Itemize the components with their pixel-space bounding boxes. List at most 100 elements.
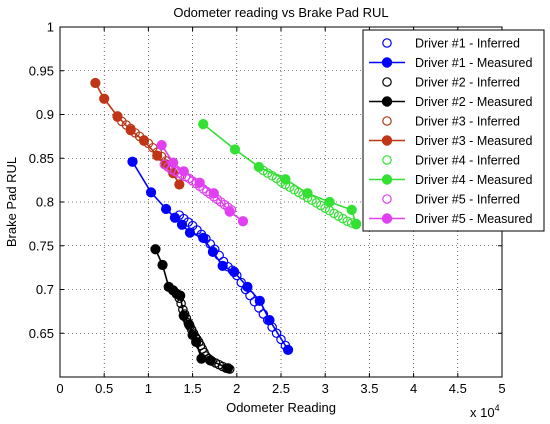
data-point	[302, 188, 313, 199]
data-point	[208, 188, 219, 199]
x-tick-label: 0	[56, 381, 63, 396]
legend-label: Driver #1 - Measured	[415, 56, 532, 70]
y-tick-label: 0.85	[29, 151, 54, 166]
x-axis-exponent-base: x 10	[470, 405, 495, 420]
y-tick-label: 0.95	[29, 63, 54, 78]
series-driver-1-measured	[127, 156, 294, 355]
data-point	[276, 334, 286, 345]
data-point	[242, 281, 253, 292]
data-point	[175, 290, 186, 301]
data-point	[191, 336, 202, 348]
data-point	[99, 93, 110, 104]
legend-label: Driver #3 - Inferred	[415, 115, 520, 129]
data-point	[156, 140, 167, 151]
data-point	[253, 161, 264, 173]
y-tick-label: 1	[47, 20, 54, 35]
y-tick-label: 0.8	[36, 195, 54, 210]
legend-label: Driver #5 - Inferred	[415, 193, 520, 207]
data-point	[205, 355, 216, 366]
legend-label: Driver #2 - Inferred	[415, 76, 520, 90]
legend: Driver #1 - Inferred Driver #1 - Measured…	[362, 29, 545, 232]
data-point	[264, 315, 275, 326]
legend-box	[362, 29, 545, 232]
legend-label: Driver #5 - Measured	[415, 212, 532, 226]
data-point	[176, 219, 188, 230]
x-tick-label: 2.5	[272, 381, 290, 396]
legend-item-driver-3-measured: Driver #3 - Measured	[369, 134, 532, 148]
legend-marker	[382, 38, 392, 48]
legend-label: Driver #3 - Measured	[415, 134, 532, 148]
legend-label: Driver #1 - Inferred	[415, 37, 520, 51]
data-point	[324, 196, 335, 208]
data-point	[90, 77, 101, 89]
y-tick-label: 0.9	[36, 107, 54, 122]
data-point	[184, 227, 196, 238]
x-tick-label: 2	[233, 381, 240, 396]
legend-item-driver-2-measured: Driver #2 - Measured	[369, 95, 532, 109]
data-point	[207, 246, 219, 257]
legend-item-driver-5-measured: Driver #5 - Measured	[369, 212, 532, 226]
series-driver-5-measured	[156, 140, 249, 227]
x-axis-exponent-power: 4	[495, 403, 500, 413]
series-driver-4-measured	[198, 119, 362, 229]
legend-label: Driver #4 - Inferred	[415, 154, 520, 168]
data-point	[183, 319, 195, 330]
data-point	[168, 157, 179, 168]
data-point	[196, 353, 207, 364]
legend-item-driver-1-inferred: Driver #1 - Inferred	[382, 37, 520, 51]
ticks: 0 0.5 1 1.5 2 2.5 3 3.5 4 4.5 5 0.65 0.7 0.75 0.8 0.85 0…	[29, 20, 506, 397]
data-point	[194, 177, 205, 188]
data-point	[112, 111, 123, 122]
data-point	[258, 309, 269, 319]
data-point	[169, 212, 181, 223]
data-point	[138, 135, 150, 146]
legend-marker	[382, 194, 392, 204]
data-point	[198, 119, 209, 130]
data-point	[152, 150, 163, 161]
y-axis-label: Brake Pad RUL	[4, 157, 19, 247]
legend-marker	[382, 155, 392, 165]
series-driver-2-measured	[150, 244, 234, 374]
legend-item-driver-4-inferred: Driver #4 - Inferred	[382, 154, 520, 168]
legend-item-driver-2-inferred: Driver #2 - Inferred	[382, 76, 520, 90]
legend-item-driver-1-measured: Driver #1 - Measured	[369, 56, 532, 70]
x-tick-label: 4.5	[449, 381, 467, 396]
x-tick-label: 4	[410, 381, 417, 396]
data-point	[229, 266, 240, 278]
chart-title: Odometer reading vs Brake Pad RUL	[173, 5, 388, 20]
data-point	[217, 260, 228, 271]
data-point	[222, 363, 234, 374]
data-point	[271, 328, 282, 339]
data-point	[174, 179, 185, 190]
data-point	[342, 216, 353, 227]
x-tick-label: 1	[145, 381, 152, 396]
legend-marker	[382, 116, 392, 126]
data-point	[351, 218, 362, 229]
data-point	[282, 344, 294, 355]
data-point	[145, 187, 157, 198]
x-tick-label: 3	[322, 381, 329, 396]
legend-item-driver-3-inferred: Driver #3 - Inferred	[382, 115, 520, 129]
data-point	[150, 244, 161, 255]
legend-marker	[381, 174, 393, 185]
x-axis-label: Odometer Reading	[226, 400, 336, 415]
data-point	[346, 204, 357, 215]
x-tick-label: 0.5	[95, 381, 113, 396]
data-point	[237, 216, 249, 227]
y-tick-label: 0.7	[36, 282, 54, 297]
y-tick-label: 0.75	[29, 238, 54, 253]
data-point	[254, 295, 265, 306]
x-axis-exponent: x 104	[470, 403, 500, 420]
legend-label: Driver #2 - Measured	[415, 95, 532, 109]
data-point	[178, 310, 189, 321]
x-tick-label: 1.5	[184, 381, 202, 396]
legend-marker	[381, 57, 393, 68]
data-point	[280, 174, 291, 185]
data-point	[160, 203, 172, 215]
legend-marker	[381, 96, 393, 107]
data-point	[127, 156, 138, 167]
legend-marker	[381, 213, 393, 224]
series-layer	[90, 77, 362, 374]
legend-label: Driver #4 - Measured	[415, 173, 532, 187]
legend-marker	[381, 135, 393, 146]
